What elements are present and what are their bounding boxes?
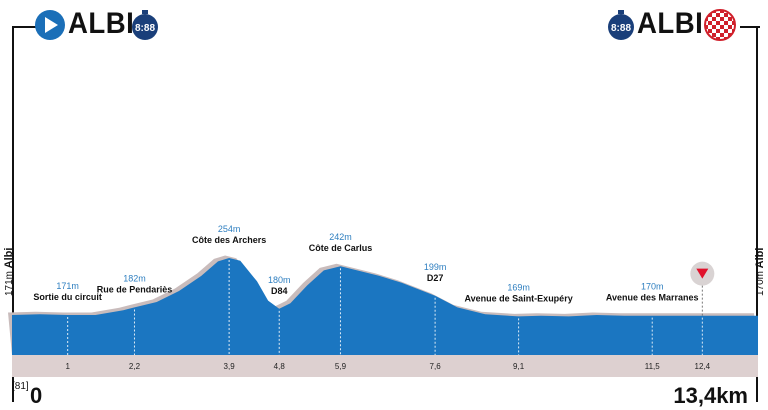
red-triangle-down-icon <box>696 268 709 279</box>
waypoint-name: Avenue des Marranes <box>606 293 699 303</box>
stopwatch-icon-start: 8:88 <box>130 9 160 46</box>
waypoint-name: Avenue de Saint-Exupéry <box>465 293 573 303</box>
waypoint-name: Côte des Archers <box>192 235 266 245</box>
checkered-flag-icon <box>704 9 736 46</box>
stopwatch-icon-finish: 8:88 <box>606 9 636 46</box>
waypoint-km-label: 11,5 <box>645 362 661 371</box>
waypoint-elevation: 199m <box>424 262 447 272</box>
left-vertical-line <box>12 26 14 402</box>
waypoint-km-label: 3,9 <box>224 362 236 371</box>
right-frame-line <box>740 26 760 28</box>
waypoint-name: D27 <box>427 273 444 283</box>
finish-clock-text: 8:88 <box>611 23 631 34</box>
start-town-name: ALBI <box>68 7 135 40</box>
start-km-label: 0 <box>30 383 43 408</box>
waypoint-km-label: 1 <box>65 362 70 371</box>
profile-area <box>12 258 758 355</box>
waypoint-name: D84 <box>271 286 288 296</box>
waypoint-elevation: 182m <box>123 273 146 283</box>
waypoint-km-label: 7,6 <box>430 362 442 371</box>
waypoint-elevation: 242m <box>329 232 352 242</box>
road-band <box>12 355 758 377</box>
waypoint-elevation: 171m <box>56 281 79 291</box>
waypoint-km-label: 9,1 <box>513 362 525 371</box>
waypoint-elevation: 170m <box>641 282 664 292</box>
left-frame-line <box>12 26 40 28</box>
waypoint-km-label: 5,9 <box>335 362 347 371</box>
waypoint-elevation: 169m <box>507 282 530 292</box>
ref-code: [81] <box>12 381 29 392</box>
marker-km-label: 12,4 <box>695 362 711 371</box>
play-icon <box>34 9 66 46</box>
waypoint-elevation: 254m <box>218 224 241 234</box>
total-distance: 13,4km <box>673 383 748 408</box>
waypoint-name: Sortie du circuit <box>33 292 102 302</box>
waypoint-name: Rue de Pendariès <box>97 284 173 294</box>
right-vertical-line <box>756 26 758 402</box>
waypoint-name: Côte de Carlus <box>309 243 373 253</box>
waypoint-elevation: 180m <box>268 275 291 285</box>
waypoint-km-label: 2,2 <box>129 362 141 371</box>
finish-town-name: ALBI <box>637 7 704 40</box>
waypoint-km-label: 4,8 <box>274 362 286 371</box>
start-clock-text: 8:88 <box>135 23 155 34</box>
